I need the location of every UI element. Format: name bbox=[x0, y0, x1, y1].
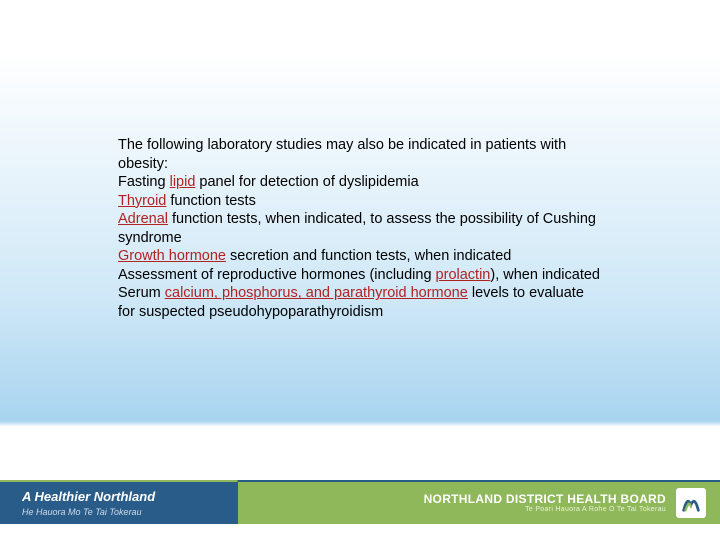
footer: A Healthier Northland He Hauora Mo Te Ta… bbox=[0, 482, 720, 524]
body-text: The following laboratory studies may als… bbox=[118, 136, 602, 321]
footer-right: NORTHLAND DISTRICT HEALTH BOARD Te Poari… bbox=[238, 482, 720, 524]
slide: The following laboratory studies may als… bbox=[0, 0, 720, 540]
line-lipid: Fasting lipid panel for detection of dys… bbox=[118, 173, 602, 192]
line-calcium: Serum calcium, phosphorus, and parathyro… bbox=[118, 284, 602, 321]
link-growth-hormone[interactable]: Growth hormone bbox=[118, 248, 226, 264]
link-lipid[interactable]: lipid bbox=[170, 174, 196, 190]
line-thyroid: Thyroid function tests bbox=[118, 192, 602, 211]
link-prolactin[interactable]: prolactin bbox=[436, 267, 491, 283]
footer-left: A Healthier Northland He Hauora Mo Te Ta… bbox=[0, 482, 238, 524]
intro-line: The following laboratory studies may als… bbox=[118, 136, 602, 173]
link-calcium-phosphorus-pth[interactable]: calcium, phosphorus, and parathyroid hor… bbox=[165, 285, 468, 301]
footer-left-title: A Healthier Northland bbox=[22, 490, 226, 504]
link-thyroid[interactable]: Thyroid bbox=[118, 193, 166, 209]
footer-left-sub: He Hauora Mo Te Tai Tokerau bbox=[22, 507, 226, 517]
line-prolactin: Assessment of reproductive hormones (inc… bbox=[118, 266, 602, 285]
org-logo-icon bbox=[676, 488, 706, 518]
line-growth-hormone: Growth hormone secretion and function te… bbox=[118, 247, 602, 266]
line-adrenal: Adrenal function tests, when indicated, … bbox=[118, 210, 602, 247]
link-adrenal[interactable]: Adrenal bbox=[118, 211, 168, 227]
footer-org-name: NORTHLAND DISTRICT HEALTH BOARD Te Poari… bbox=[424, 493, 666, 514]
